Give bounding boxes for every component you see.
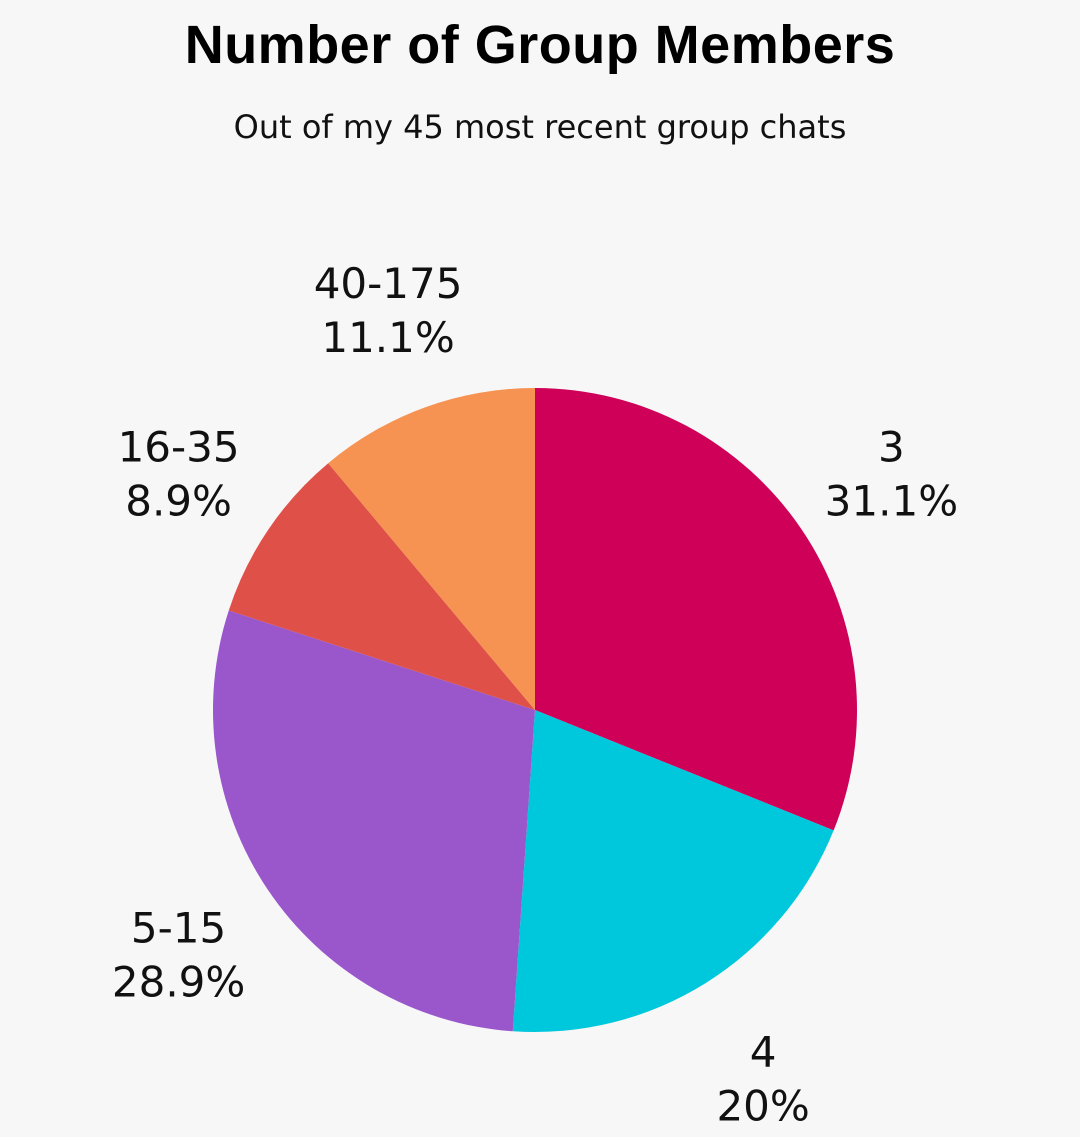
slice-labels: 3 31.1%4 20%5-15 28.9%16-35 8.9%40-175 11.1% [112,259,958,1131]
slice-label-16-35: 16-35 8.9% [118,422,240,525]
chart-subtitle: Out of my 45 most recent group chats [233,108,847,146]
slice-category-label: 5-15 [131,904,226,953]
slice-label-5-15: 5-15 28.9% [112,904,245,1007]
slice-category-label: 4 [750,1028,777,1077]
slice-percent-label: 20% [716,1082,809,1131]
slice-category-label: 40-175 [314,259,463,308]
slice-label-3: 3 31.1% [825,422,958,525]
pie-slice-3 [535,388,858,831]
slice-percent-label: 8.9% [125,476,232,525]
slice-percent-label: 28.9% [112,958,245,1007]
chart-title: Number of Group Members [184,15,896,75]
slice-category-label: 3 [878,422,905,471]
pie-slice-40-175 [328,388,535,710]
slice-percent-label: 11.1% [321,313,454,362]
pie-slice-5-15 [212,610,535,1032]
slice-category-label: 16-35 [118,422,240,471]
pie-slice-4 [512,710,834,1032]
pie-slices [212,388,858,1032]
slice-label-4: 4 20% [716,1028,809,1131]
pie-slice-16-35 [228,463,535,710]
slice-percent-label: 31.1% [825,476,958,525]
slice-label-40-175: 40-175 11.1% [314,259,463,362]
